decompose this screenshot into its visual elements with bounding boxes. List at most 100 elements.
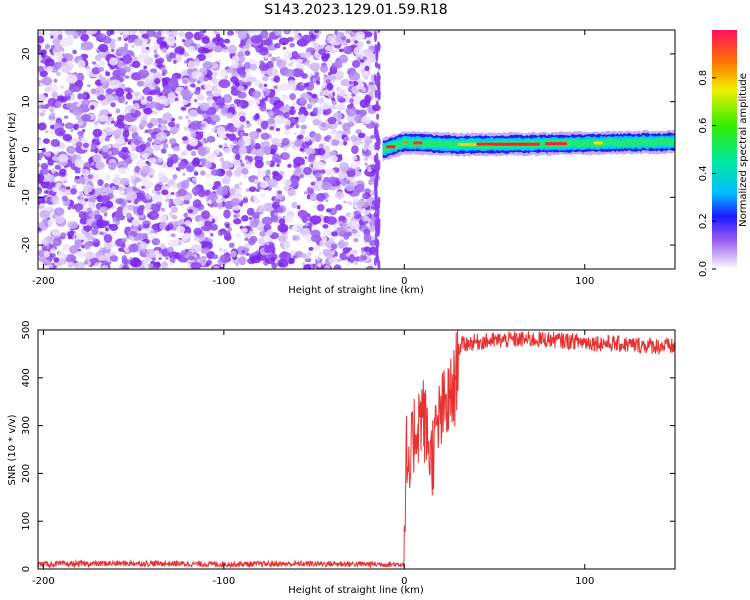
heatmap-cell — [197, 190, 207, 198]
heatmap-cell — [146, 30, 156, 37]
heatmap-cell — [244, 68, 251, 74]
heatmap-cell — [93, 154, 101, 161]
heatmap-cell — [80, 33, 89, 42]
heatmap-cell — [90, 143, 97, 149]
heatmap-cell — [189, 120, 203, 130]
heatmap-cell — [167, 157, 174, 163]
heatmap-cell — [326, 82, 334, 91]
heatmap-cell — [38, 138, 43, 145]
heatmap-cell — [290, 140, 295, 145]
heatmap-cell — [239, 115, 246, 122]
heatmap-cell — [124, 101, 129, 105]
heatmap-cell — [211, 77, 217, 84]
heatmap-cell — [111, 48, 115, 53]
heatmap-cell — [281, 137, 290, 146]
heatmap-cell — [165, 193, 172, 199]
colorbar: 0.0 0.2 0.4 0.6 0.8 Normalized spectral ampl… — [698, 30, 749, 277]
heatmap-cell — [306, 213, 311, 217]
heatmap-cell — [325, 208, 332, 213]
heatmap-cell — [173, 59, 177, 64]
heatmap-cell — [248, 186, 257, 192]
heatmap-cell — [182, 172, 186, 177]
heatmap-cell — [74, 261, 85, 269]
heatmap-cell — [323, 229, 332, 237]
heatmap-cell — [345, 261, 352, 266]
heatmap-cell — [309, 192, 318, 202]
heatmap-cell — [73, 123, 79, 131]
heatmap-cell — [223, 38, 231, 44]
heatmap-cell — [183, 212, 188, 218]
heatmap-cell — [306, 252, 312, 257]
heatmap-cell — [331, 75, 336, 81]
band-peak — [593, 141, 603, 145]
heatmap-cell — [125, 167, 130, 171]
heatmap-cell — [168, 202, 171, 206]
heatmap-cell — [115, 198, 124, 205]
heatmap-cell — [151, 206, 157, 212]
heatmap-cell — [92, 128, 103, 138]
heatmap-cell — [297, 134, 304, 140]
heatmap-cell — [230, 114, 242, 124]
heatmap-cell — [162, 142, 169, 149]
heatmap-cell — [336, 103, 346, 111]
heatmap-cell — [218, 144, 223, 149]
heatmap-cell — [211, 85, 217, 90]
heatmap-cell — [343, 45, 352, 55]
heatmap-cell — [323, 136, 329, 142]
heatmap-cell — [338, 97, 346, 103]
heatmap-cell — [150, 229, 155, 234]
heatmap-cell — [303, 191, 308, 195]
heatmap-cell — [312, 107, 319, 115]
heatmap-cell — [201, 123, 206, 128]
heatmap-cell — [61, 195, 68, 202]
heatmap-cell — [178, 161, 187, 170]
heatmap-cell — [157, 171, 164, 178]
heatmap-cell — [293, 34, 301, 41]
heatmap-cell — [232, 140, 238, 145]
heatmap-cell — [62, 134, 73, 142]
heatmap-cell — [241, 168, 249, 175]
heatmap-cell — [337, 258, 342, 262]
heatmap-cell — [97, 114, 108, 123]
heatmap-cell — [91, 67, 101, 75]
heatmap-cell — [161, 47, 168, 54]
heatmap-cell — [178, 115, 183, 120]
heatmap-cell — [75, 141, 83, 148]
heatmap-cell — [50, 112, 56, 117]
heatmap-cell — [99, 231, 104, 236]
heatmap-cell — [50, 45, 55, 49]
heatmap-cell — [61, 38, 71, 47]
heatmap-cell — [251, 90, 262, 99]
heatmap-cell — [321, 236, 328, 243]
heatmap-cell — [353, 156, 358, 161]
heatmap-cell — [134, 165, 141, 173]
heatmap-cell — [283, 111, 290, 119]
heatmap-cell — [311, 101, 315, 106]
snr-x-label: Height of straight line (km) — [288, 585, 424, 596]
heatmap-cell — [260, 180, 269, 189]
x-tick-label: 0 — [401, 576, 407, 587]
heatmap-cell — [70, 257, 74, 261]
heatmap-cell — [273, 75, 280, 83]
heatmap-cell — [104, 240, 112, 250]
heatmap-cell — [75, 206, 81, 213]
heatmap-cell — [376, 255, 380, 264]
heatmap-cell — [146, 95, 153, 102]
heatmap-cell — [350, 161, 358, 169]
heatmap-cell — [338, 215, 346, 222]
heatmap-cell — [168, 210, 174, 217]
snr-line — [38, 330, 675, 569]
heatmap-cell — [184, 31, 194, 40]
heatmap-cell — [254, 99, 261, 105]
heatmap-cell — [261, 216, 273, 225]
heatmap-cell — [359, 59, 365, 63]
heatmap-cell — [92, 187, 103, 196]
heatmap-cell — [315, 80, 321, 85]
heatmap-cell — [145, 202, 152, 210]
heatmap-cell — [136, 80, 145, 87]
heatmap-cell — [321, 140, 327, 145]
x-tick-label: 0 — [401, 276, 407, 287]
heatmap-cell — [95, 33, 104, 40]
heatmap-cell — [310, 234, 322, 243]
